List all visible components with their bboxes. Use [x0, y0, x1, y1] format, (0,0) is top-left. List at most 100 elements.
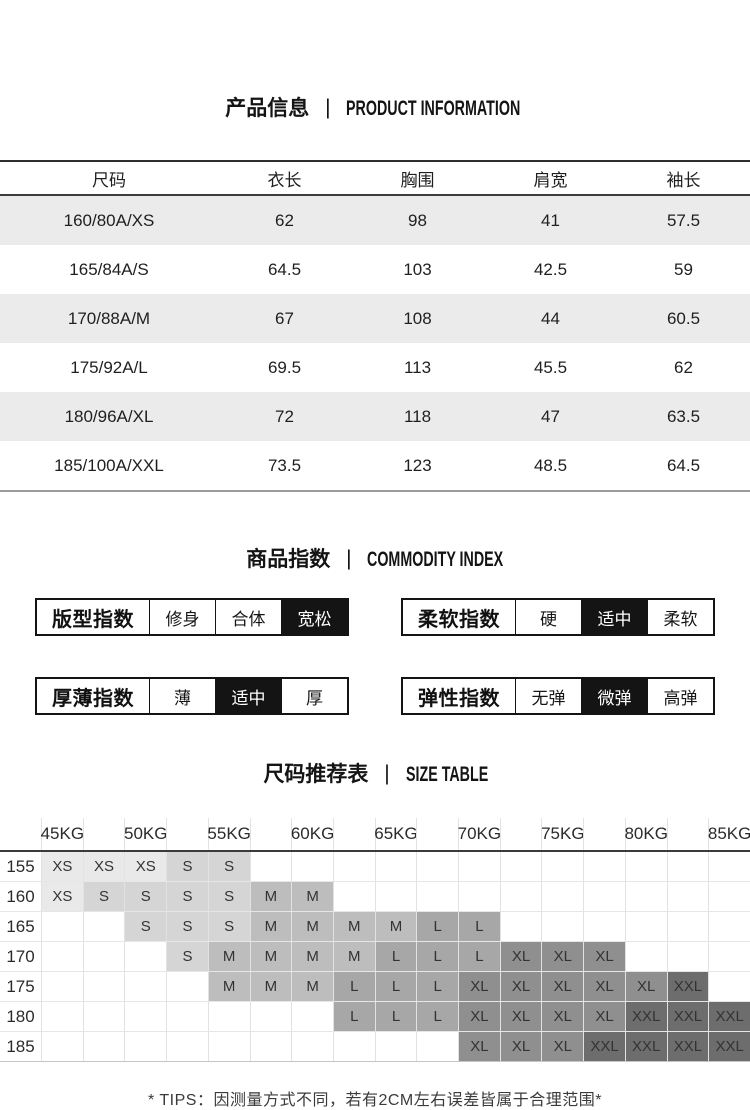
size-cell-empty [708, 942, 750, 971]
size-cell-m: M [249, 882, 292, 911]
size-cell-empty [124, 972, 166, 1001]
size-cell-m: M [332, 942, 375, 971]
index-option: 厚 [281, 679, 347, 713]
size-table-row: 180 L L L XL XL XL XL XXL XXL XXL [0, 1002, 750, 1032]
size-table-title: 尺码推荐表 | SIZE TABLE [0, 762, 750, 788]
size-cell-empty [499, 852, 542, 881]
size-cell-s: S [207, 912, 250, 941]
size-cell-s: S [166, 882, 208, 911]
size-cell-l: L [416, 972, 459, 1001]
size-cell-empty [166, 972, 208, 1001]
index-option-selected: 宽松 [281, 600, 347, 634]
index-box-elasticity: 弹性指数 无弹 微弹 高弹 [401, 677, 715, 715]
size-cell-l: L [416, 1002, 459, 1031]
index-option: 硬 [515, 600, 581, 634]
index-label: 弹性指数 [418, 687, 500, 710]
weight-header-cell [666, 818, 709, 850]
product-table-header-row: 尺码 衣长 胸围 肩宽 袖长 [0, 162, 750, 196]
size-cell-empty [124, 1002, 166, 1031]
size-cell-xxl: XXL [666, 972, 709, 1001]
table-row: 165/84A/S 64.5 103 42.5 59 [0, 245, 750, 294]
size-cell-xl: XL [541, 1032, 584, 1061]
index-option-selected: 适中 [215, 679, 281, 713]
size-cell-l: L [416, 912, 459, 941]
height-header-cell: 180 [6, 1006, 35, 1026]
commodity-index-boxes: 版型指数 修身 合体 宽松 柔软指数硬适中 柔软 厚薄指数薄适中厚弹性指数 无弹 微弹 高弹 [0, 598, 750, 715]
product-value-cell: 59 [674, 259, 693, 279]
size-cell-empty [166, 1002, 208, 1031]
size-cell-m: M [207, 942, 250, 971]
size-cell-m: M [291, 912, 333, 941]
size-table-title-en: SIZE TABLE [405, 763, 488, 786]
size-cell-empty [624, 912, 667, 941]
weight-header-label: 75KG [541, 824, 585, 843]
product-size-cell: 185/100A/XXL [54, 455, 164, 475]
size-cell-m: M [374, 912, 417, 941]
size-cell-empty [82, 1002, 125, 1031]
size-cell-l: L [332, 1002, 375, 1031]
table-row: 185/100A/XXL 73.5 123 48.5 64.5 [0, 441, 750, 490]
size-cell-xl: XL [541, 972, 584, 1001]
size-cell-l: L [458, 942, 500, 971]
size-cell-empty [499, 912, 542, 941]
height-header-cell: 155 [6, 856, 35, 876]
product-table-header-cell: 衣长 [267, 170, 302, 190]
height-header-cell: 170 [6, 946, 35, 966]
size-cell-xxl: XXL [666, 1002, 709, 1031]
size-cell-empty [374, 1032, 417, 1061]
size-recommend-table: 45KG 50KG 55KG 60KG 65KG 70KG 75KG 80KG 85KG 155 X… [0, 818, 750, 1062]
size-cell-empty [416, 1032, 458, 1061]
size-table-header-row: 45KG 50KG 55KG 60KG 65KG 70KG 75KG 80KG 85KG [0, 818, 750, 852]
size-cell-s: S [82, 882, 125, 911]
product-value-cell: 69.5 [267, 357, 302, 377]
size-table-row: 160 XS S S S S M M [0, 882, 750, 912]
product-value-cell: 72 [275, 406, 294, 426]
product-table-header-cell: 尺码 [92, 170, 126, 190]
weight-header-cell [332, 818, 375, 850]
size-table-corner-cell [0, 818, 41, 850]
size-cell-m: M [249, 942, 292, 971]
product-value-cell: 73.5 [267, 455, 302, 475]
size-cell-empty [82, 912, 125, 941]
product-table-header-cell: 胸围 [400, 170, 435, 190]
weight-header-cell [416, 818, 458, 850]
commodity-index-title-zh: 商品指数 [246, 548, 331, 571]
product-value-cell: 44 [541, 308, 560, 328]
size-cell-xl: XL [541, 1002, 584, 1031]
index-label: 版型指数 [52, 608, 134, 631]
index-box-fit: 版型指数 修身 合体 宽松 [35, 598, 349, 636]
weight-header-cell: 80KG [624, 818, 668, 850]
size-cell-xl: XL [499, 942, 542, 971]
size-cell-empty [416, 852, 458, 881]
size-cell-m: M [291, 882, 333, 911]
weight-header-cell: 75KG [541, 818, 585, 850]
size-cell-s: S [124, 882, 167, 911]
title-divider: | [384, 762, 390, 785]
commodity-index-title-en: COMMODITY INDEX [367, 548, 504, 571]
weight-header-label: 45KG [40, 824, 85, 843]
size-cell-empty [708, 882, 750, 911]
size-cell-xxl: XXL [708, 1032, 750, 1061]
product-value-cell: 103 [403, 259, 432, 279]
product-table-header-cell: 肩宽 [533, 170, 568, 190]
product-value-cell: 113 [403, 357, 432, 377]
index-option: 合体 [215, 600, 281, 634]
size-cell-xxl: XXL [583, 1032, 625, 1061]
size-cell-xl: XL [499, 972, 542, 1001]
size-table-row: 170 S M M M M L L L XL XL XL [0, 942, 750, 972]
product-info-title-en: PRODUCT INFORMATION [346, 97, 521, 120]
size-cell-empty [583, 882, 625, 911]
size-cell-xl: XL [499, 1032, 542, 1061]
index-option: 无弹 [515, 679, 581, 713]
product-value-cell: 98 [408, 210, 427, 230]
size-cell-empty [41, 942, 83, 971]
weight-header-label: 65KG [374, 824, 418, 843]
size-cell-empty [499, 882, 542, 911]
table-row: 160/80A/XS 62 98 41 57.5 [0, 196, 750, 245]
size-cell-xl: XL [458, 1032, 500, 1061]
weight-header-cell: 50KG [124, 818, 167, 850]
size-cell-empty [458, 852, 500, 881]
index-option-selected: 适中 [581, 600, 647, 634]
product-size-cell: 175/92A/L [70, 357, 148, 377]
size-cell-xs: XS [82, 852, 125, 881]
